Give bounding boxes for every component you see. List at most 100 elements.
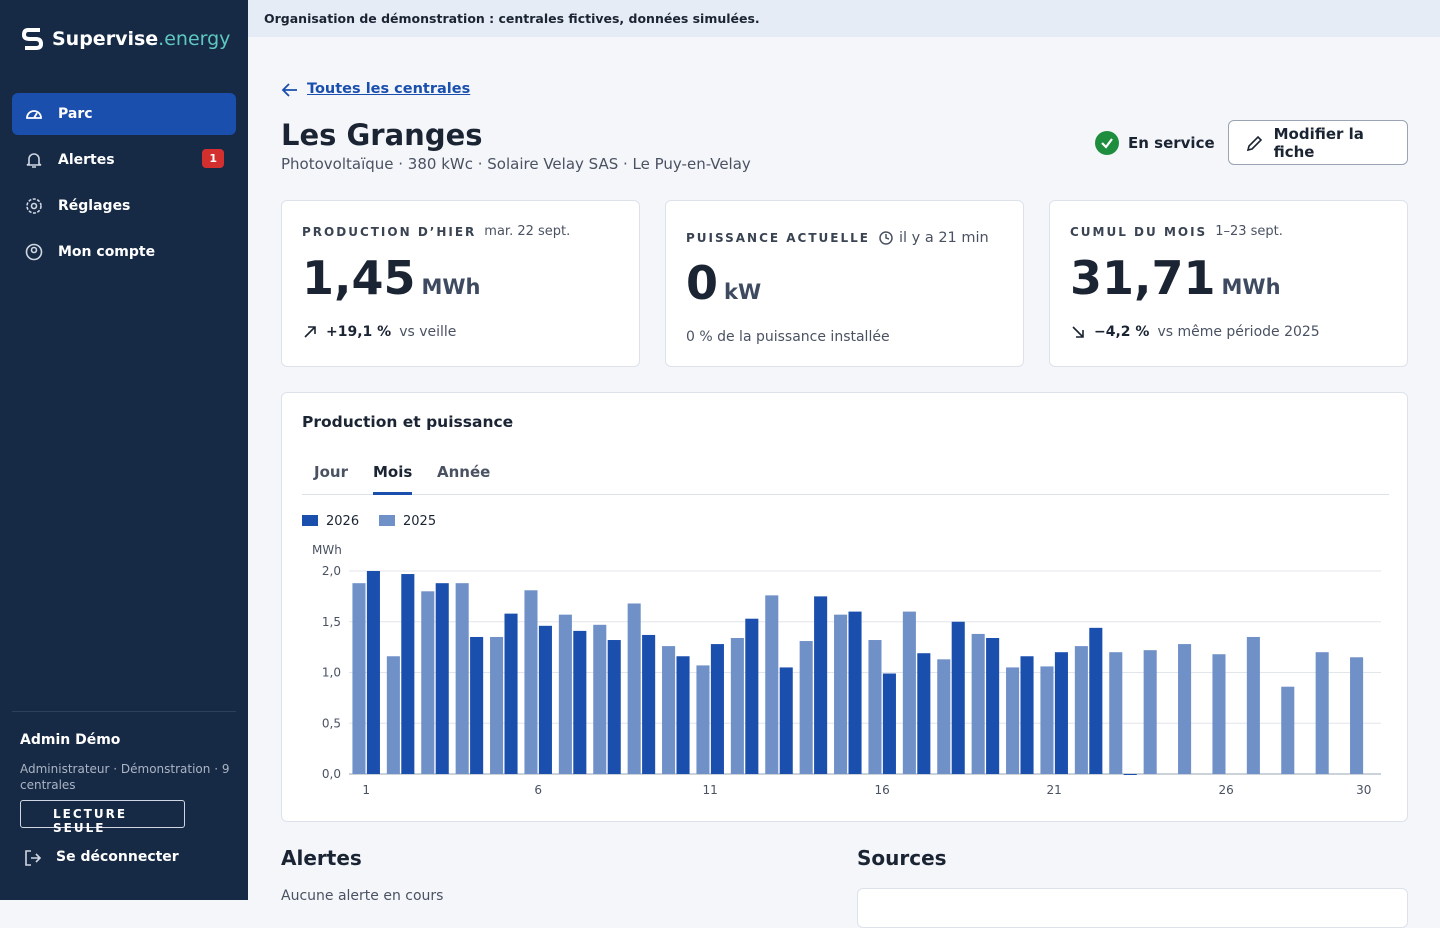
- card-title: Production et puissance: [302, 413, 514, 431]
- kpi-delta-text: vs veille: [399, 324, 457, 340]
- bar: [455, 583, 469, 774]
- bar: [902, 611, 916, 774]
- bar: [765, 595, 779, 774]
- status-text: En service: [1128, 134, 1215, 152]
- bar: [504, 613, 518, 774]
- bar: [1212, 654, 1226, 774]
- nav-item[interactable]: Réglages: [12, 185, 236, 227]
- bar: [593, 624, 607, 774]
- kpi-delta-value: −4,2 %: [1094, 324, 1150, 340]
- bar: [1123, 774, 1137, 775]
- kpi-delta-text: 0 % de la puissance installée: [686, 329, 890, 345]
- bar: [524, 590, 538, 774]
- x-tick-label: 26: [1219, 783, 1234, 797]
- icon: [26, 198, 42, 214]
- x-tick-label: 30: [1356, 783, 1371, 797]
- readonly-badge: LECTURE SEULE: [20, 800, 185, 835]
- button-label: Modifier la fiche: [1273, 124, 1364, 161]
- plant-name: Les Granges: [281, 118, 483, 152]
- nav-item[interactable]: Parc: [12, 93, 236, 135]
- legend-swatch: [302, 515, 318, 526]
- nav-label: Alertes: [58, 152, 115, 168]
- tab[interactable]: Jour: [314, 463, 348, 481]
- kpi-header: PRODUCTION D’HIER mar. 22 sept.: [302, 224, 570, 239]
- legend-swatch: [379, 515, 395, 526]
- x-tick-label: 6: [534, 783, 542, 797]
- nav-label: Mon compte: [58, 244, 156, 260]
- brand-name: Supervise: [52, 28, 159, 50]
- icon: [1095, 131, 1119, 155]
- bar: [627, 603, 641, 774]
- kpi-delta-text: vs même période 2025: [1157, 324, 1320, 340]
- icon: [25, 243, 43, 261]
- tab[interactable]: Année: [437, 463, 491, 481]
- bar: [696, 665, 710, 774]
- bar: [558, 614, 572, 774]
- legend-label: 2025: [403, 514, 436, 529]
- bar: [352, 583, 366, 774]
- kpi-delta: 0 % de la puissance installée: [686, 329, 890, 345]
- icon: [879, 231, 893, 245]
- status: En service: [1095, 131, 1215, 155]
- sidebar: Supervise.energy Parc Alertes 1 Réglages …: [0, 0, 248, 900]
- bar: [1281, 686, 1295, 774]
- tab-divider: [302, 494, 1389, 495]
- edit-button[interactable]: Modifier la fiche: [1228, 120, 1408, 165]
- kpi-value-row: 31,71 MWh: [1070, 251, 1281, 305]
- back-link-text: Toutes les centrales: [307, 81, 471, 97]
- kpi-delta: +19,1 % vs veille: [302, 324, 456, 340]
- bar: [1246, 636, 1260, 774]
- bar: [868, 640, 882, 774]
- kpi-label: CUMUL DU MOIS: [1070, 224, 1208, 239]
- sources-card: [857, 888, 1408, 928]
- x-tick-label: 11: [703, 783, 718, 797]
- kpi-delta-value: +19,1 %: [326, 324, 392, 340]
- nav-item[interactable]: Alertes 1: [12, 139, 236, 181]
- badge-text: LECTURE SEULE: [53, 807, 128, 835]
- kpi-note: 1–23 sept.: [1215, 224, 1283, 239]
- brand: Supervise.energy: [22, 26, 230, 52]
- kpi-value: 1,45: [302, 251, 416, 305]
- bar: [951, 621, 965, 774]
- icon: [25, 850, 42, 866]
- logo: [22, 28, 44, 50]
- tab-active[interactable]: Mois: [373, 463, 413, 495]
- bar: [1178, 644, 1192, 774]
- icon: [1246, 135, 1263, 151]
- bar: [421, 591, 435, 774]
- kpi-value-row: 1,45 MWh: [302, 251, 481, 305]
- bar: [366, 571, 380, 774]
- y-axis-label: MWh: [312, 543, 342, 557]
- bar: [834, 614, 848, 774]
- bar: [1315, 652, 1329, 774]
- y-tick-label: 0,0: [322, 767, 341, 781]
- kpi-unit: kW: [724, 280, 762, 304]
- icon: [26, 110, 42, 119]
- logout-label: Se déconnecter: [56, 849, 179, 865]
- bar: [986, 637, 1000, 774]
- bar: [917, 653, 931, 774]
- bar: [1350, 657, 1364, 774]
- y-tick-label: 0,5: [322, 716, 341, 730]
- kpi-header: CUMUL DU MOIS 1–23 sept.: [1070, 224, 1283, 239]
- bar: [470, 636, 484, 774]
- kpi-value: 31,71: [1070, 251, 1216, 305]
- bar: [814, 596, 828, 774]
- kpi-value-row: 0 kW: [686, 256, 761, 310]
- kpi-card: CUMUL DU MOIS 1–23 sept. 31,71 MWh −4,2 % vs …: [1049, 200, 1408, 367]
- kpi-unit: MWh: [421, 275, 481, 299]
- bar: [401, 574, 415, 774]
- x-tick-label: 1: [362, 783, 370, 797]
- bar: [386, 656, 400, 774]
- nav-item[interactable]: Mon compte: [12, 231, 236, 273]
- kpi-header: PUISSANCE ACTUELLE il y a 21 min: [686, 230, 989, 246]
- section-title: Sources: [857, 846, 947, 870]
- logout[interactable]: Se déconnecter: [24, 849, 179, 867]
- bar: [971, 633, 985, 774]
- back-link[interactable]: Toutes les centrales: [281, 81, 470, 99]
- bar: [1020, 656, 1034, 774]
- icon: [304, 326, 316, 338]
- nav-label: Parc: [58, 106, 93, 122]
